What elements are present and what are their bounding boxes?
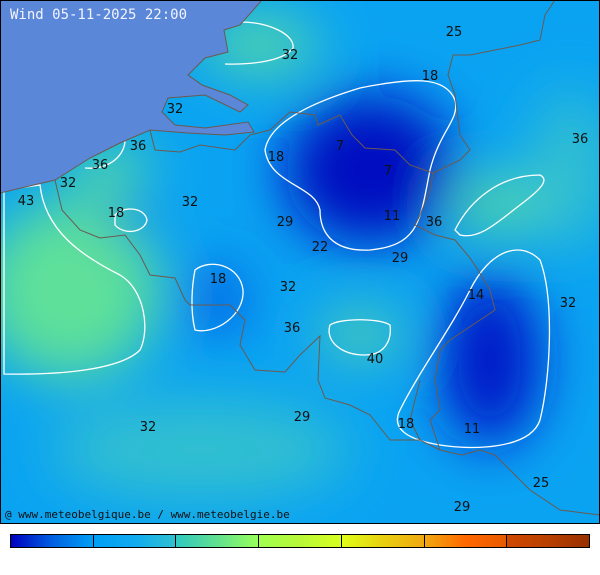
wind-speed-label: 11 (464, 422, 481, 437)
wind-speed-label: 29 (392, 251, 409, 266)
wind-speed-label: 32 (280, 280, 297, 295)
wind-speed-label: 36 (284, 321, 301, 336)
wind-speed-label: 32 (60, 176, 77, 191)
colorbar-segment (507, 535, 590, 547)
wind-speed-label: 22 (312, 240, 329, 255)
wind-speed-label: 29 (294, 410, 311, 425)
wind-speed-label: 25 (533, 476, 550, 491)
wind-speed-label: 40 (367, 352, 384, 367)
colorbar-segment (11, 535, 94, 547)
colorbar-segment (176, 535, 260, 547)
sea (0, 0, 263, 194)
wind-speed-label: 43 (18, 194, 35, 209)
colorbar-segment (341, 535, 425, 547)
colorbar-segment (93, 535, 177, 547)
wind-speed-label: 29 (454, 500, 471, 515)
isotachs (3, 21, 551, 449)
wind-speed-label: 11 (384, 209, 401, 224)
wind-speed-label: 32 (140, 420, 157, 435)
wind-speed-label: 36 (426, 215, 443, 230)
wind-speed-label: 18 (422, 69, 439, 84)
wind-colorbar (10, 534, 590, 548)
wind-speed-label: 18 (268, 150, 285, 165)
wind-speed-labels: 25 32 18 32 36 36 36 32 43 18 32 7 7 18 29 22 11 36 29 32 14… (18, 25, 589, 515)
wind-speed-label: 36 (572, 132, 589, 147)
colorbar-segment (259, 535, 342, 547)
colorbar-segment (424, 535, 508, 547)
wind-map: 25 32 18 32 36 36 36 32 43 18 32 7 7 18 29 22 11 36 29 32 14… (0, 0, 600, 524)
wind-speed-label: 36 (130, 139, 147, 154)
wind-speed-label: 14 (468, 288, 485, 303)
country-borders (54, 0, 600, 516)
credit-text: @ www.meteobelgique.be / www.meteobelgie… (5, 508, 290, 521)
wind-speed-label: 25 (446, 25, 463, 40)
wind-speed-label: 32 (167, 102, 184, 117)
wind-speed-label: 7 (384, 164, 392, 179)
map-title: Wind 05-11-2025 22:00 (10, 7, 188, 23)
wind-speed-label: 32 (282, 48, 299, 63)
wind-speed-label: 32 (182, 195, 199, 210)
wind-speed-label: 18 (398, 417, 415, 432)
wind-speed-label: 18 (108, 206, 125, 221)
wind-speed-label: 36 (92, 158, 109, 173)
wind-speed-label: 7 (336, 139, 344, 154)
wind-speed-label: 32 (560, 296, 577, 311)
wind-speed-label: 18 (210, 272, 227, 287)
wind-speed-label: 29 (277, 215, 294, 230)
